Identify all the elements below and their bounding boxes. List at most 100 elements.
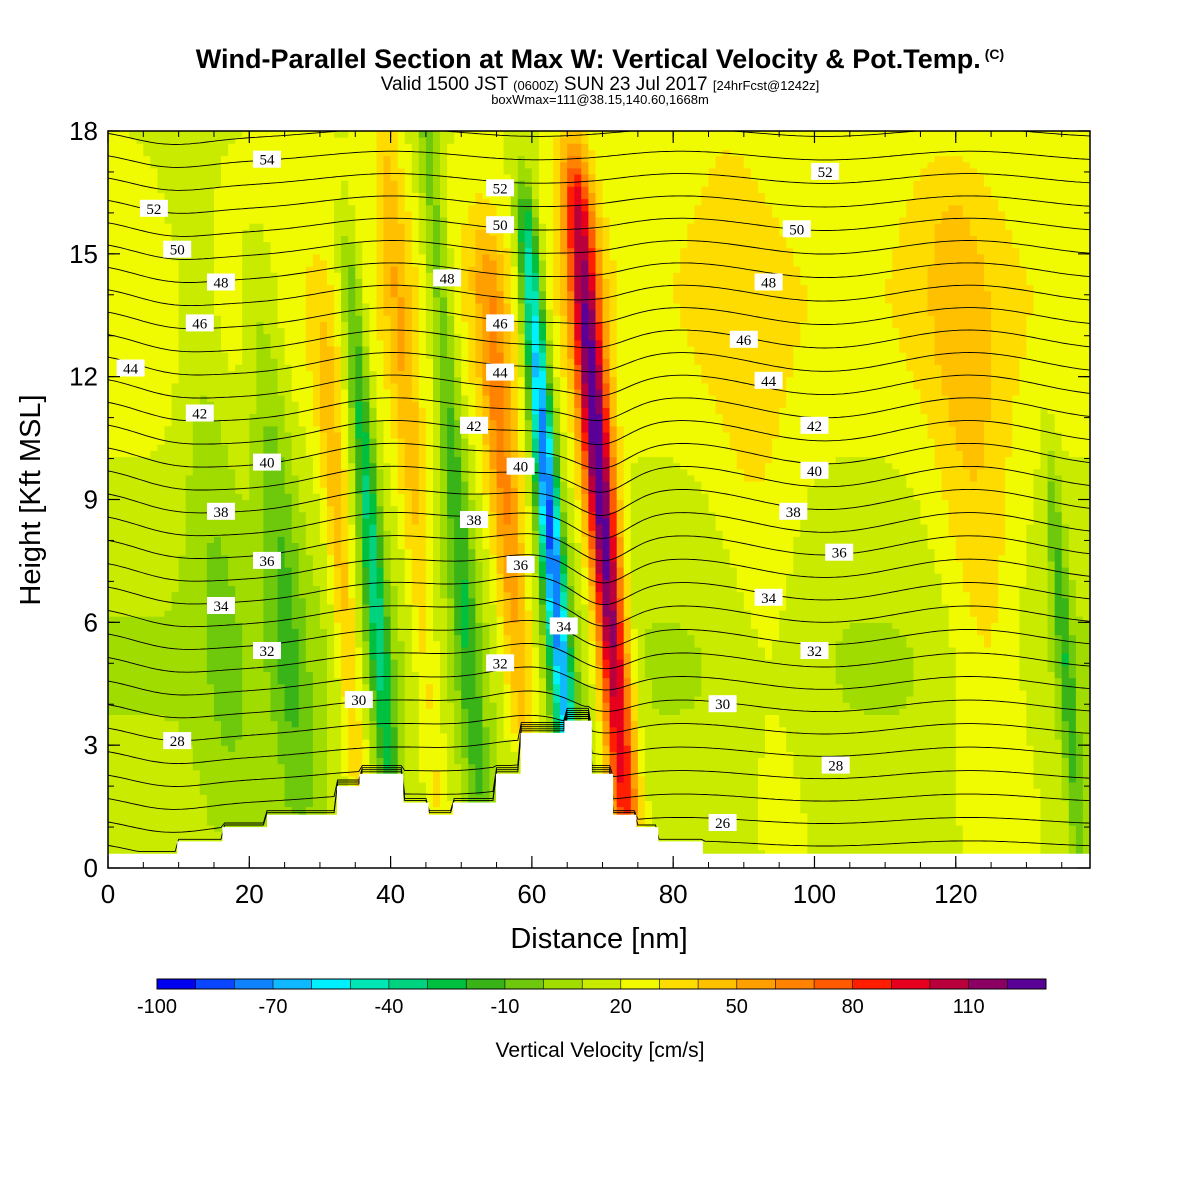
w-cell: [157, 843, 166, 851]
w-cell: [263, 321, 272, 329]
w-cell: [136, 395, 144, 402]
w-cell: [284, 806, 293, 814]
w-cell: [291, 610, 300, 617]
w-cell: [185, 167, 194, 175]
w-cell: [221, 646, 229, 654]
w-cell: [242, 284, 250, 292]
w-cell: [341, 751, 349, 758]
w-cell: [327, 702, 335, 709]
w-cell: [143, 290, 151, 298]
w-cell: [383, 616, 392, 623]
w-cell: [327, 732, 335, 740]
w-cell: [312, 217, 321, 224]
w-cell: [214, 155, 222, 163]
w-cell: [143, 560, 151, 568]
w-cell: [369, 493, 378, 501]
w-cell: [277, 782, 286, 789]
w-cell: [369, 296, 378, 304]
w-cell: [383, 640, 392, 648]
w-cell: [206, 253, 215, 261]
w-cell: [355, 554, 363, 562]
w-cell: [348, 143, 356, 150]
w-cell: [256, 174, 265, 181]
w-cell: [178, 831, 187, 838]
w-cell: [305, 696, 314, 703]
w-cell: [115, 849, 123, 857]
w-cell: [249, 137, 257, 144]
w-cell: [291, 346, 300, 353]
w-cell: [327, 284, 335, 292]
w-cell: [390, 339, 399, 347]
w-cell: [178, 818, 187, 826]
chart-subtitle: Valid 1500 JST (0600Z) SUN 23 Jul 2017 […: [0, 74, 1200, 96]
w-cell: [284, 229, 293, 236]
w-cell: [341, 382, 349, 390]
w-cell: [284, 567, 293, 574]
w-cell: [129, 450, 137, 458]
w-cell: [129, 788, 137, 795]
w-cell: [235, 272, 243, 279]
w-cell: [214, 339, 222, 347]
w-cell: [341, 603, 349, 611]
w-cell: [115, 210, 123, 218]
w-cell: [348, 493, 356, 501]
w-cell: [284, 296, 293, 304]
w-cell: [383, 438, 392, 445]
w-cell: [362, 161, 370, 169]
w-cell: [171, 579, 180, 586]
w-cell: [305, 745, 314, 752]
w-cell: [164, 321, 173, 329]
w-cell: [270, 800, 279, 808]
w-cell: [256, 708, 265, 715]
w-cell: [164, 382, 173, 390]
w-cell: [136, 788, 144, 795]
w-cell: [228, 321, 236, 329]
w-cell: [291, 143, 300, 150]
w-cell: [228, 174, 236, 181]
w-cell: [164, 235, 173, 243]
w-cell: [178, 800, 187, 808]
w-cell: [284, 217, 293, 224]
w-cell: [157, 327, 166, 335]
w-cell: [383, 296, 392, 304]
w-cell: [171, 131, 180, 138]
w-cell: [327, 149, 335, 157]
w-cell: [206, 290, 215, 298]
w-cell: [383, 671, 392, 679]
w-cell: [178, 468, 187, 476]
w-cell: [115, 284, 123, 292]
w-cell: [178, 726, 187, 734]
w-cell: [206, 309, 215, 316]
w-cell: [143, 653, 151, 660]
w-cell: [192, 419, 201, 427]
w-cell: [256, 769, 265, 777]
w-cell: [221, 309, 229, 316]
w-cell: [334, 149, 342, 157]
w-cell: [136, 468, 144, 476]
w-cell: [390, 505, 399, 513]
w-cell: [192, 376, 201, 384]
w-cell: [312, 769, 321, 777]
w-cell: [249, 622, 257, 629]
w-cell: [249, 610, 257, 617]
w-cell: [348, 585, 356, 593]
w-cell: [312, 763, 321, 771]
w-cell: [242, 683, 250, 691]
w-cell: [334, 732, 342, 740]
w-cell: [192, 431, 201, 439]
w-cell: [235, 241, 243, 249]
w-cell: [249, 253, 257, 261]
w-cell: [390, 530, 399, 537]
w-cell: [108, 481, 116, 488]
w-cell: [235, 260, 243, 267]
w-cell: [143, 683, 151, 691]
w-cell: [362, 646, 370, 654]
w-cell: [206, 241, 215, 249]
w-cell: [369, 597, 378, 605]
w-cell: [143, 530, 151, 537]
w-cell: [284, 438, 293, 445]
w-cell: [185, 462, 194, 470]
w-cell: [376, 677, 385, 685]
w-cell: [355, 573, 363, 580]
w-cell: [298, 346, 307, 353]
